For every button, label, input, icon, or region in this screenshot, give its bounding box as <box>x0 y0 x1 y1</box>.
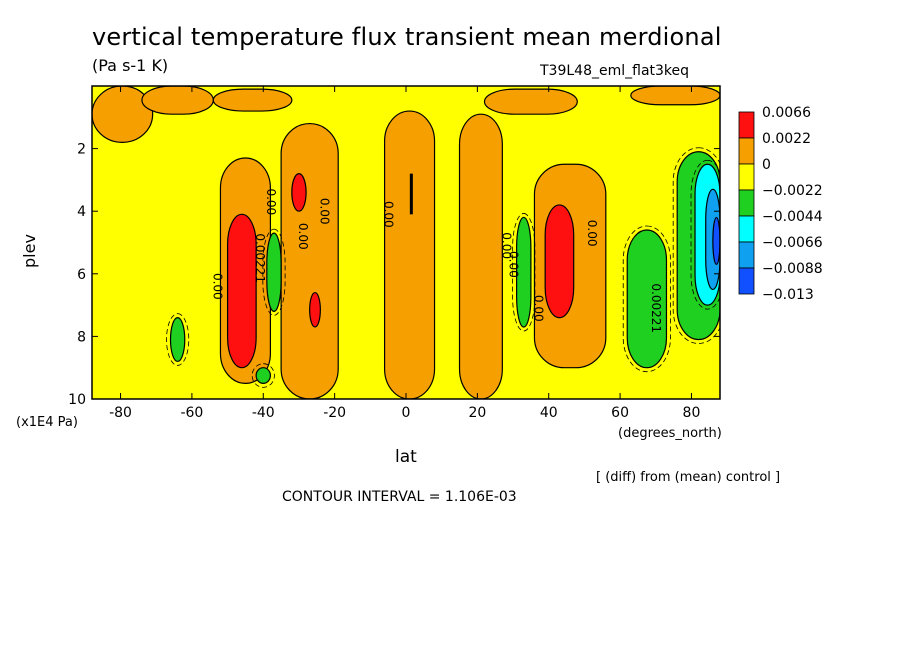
dashed-contour <box>262 228 286 316</box>
y-tick-label: 2 <box>77 142 86 158</box>
region-red <box>309 291 321 328</box>
x-tick-label: -80 <box>109 405 132 421</box>
region-green <box>516 216 532 328</box>
contour-fields <box>92 86 720 399</box>
region-red <box>544 204 575 319</box>
contour-interval: CONTOUR INTERVAL = 1.106E-03 <box>282 489 517 505</box>
x-tick-label: 20 <box>468 405 486 421</box>
x-tick-label: -20 <box>323 405 346 421</box>
legend-swatch <box>738 189 755 217</box>
color-legend: 0.0066 0.0022 0 −0.0022 −0.0044 −0.0066 −0.008… <box>738 105 823 303</box>
region-green <box>626 229 668 369</box>
contour-label: 0.00 <box>585 220 599 247</box>
dashed-contour <box>690 159 720 310</box>
region-orange <box>630 86 720 106</box>
contour-label: 0.00 <box>264 188 278 215</box>
region-green <box>169 317 186 363</box>
dashed-contour <box>512 213 536 332</box>
contour-label: 0.00 <box>499 232 513 259</box>
legend-swatch <box>738 137 755 165</box>
region-orange <box>458 113 503 399</box>
contour-label: 0.00221 <box>649 283 663 333</box>
x-tick-label: 60 <box>611 405 629 421</box>
dashed-contour <box>251 363 275 388</box>
y-tick-label: 10 <box>68 392 86 408</box>
dashed-contour <box>166 313 190 366</box>
chart-title: vertical temperature flux transient mean… <box>92 23 722 51</box>
dashed-contour <box>672 147 720 344</box>
legend-swatch <box>738 111 755 139</box>
footer-note: [ (diff) from (mean) control ] <box>596 470 781 485</box>
region-orange <box>383 110 436 399</box>
dashed-contour <box>622 225 671 373</box>
x-axis-units: (degrees_north) <box>618 426 722 441</box>
legend-label: 0.0066 <box>762 105 811 121</box>
legend-label: −0.013 <box>762 287 814 303</box>
region-red <box>226 213 257 369</box>
region-blue <box>712 216 720 266</box>
y-tick-label: 6 <box>77 267 86 283</box>
region-red <box>291 173 307 212</box>
region-orange <box>212 88 293 112</box>
x-axis-label: lat <box>395 447 417 467</box>
legend-label: −0.0066 <box>762 235 823 251</box>
region-green <box>266 232 282 312</box>
y-axis-units: (x1E4 Pa) <box>16 415 78 430</box>
contour-label: 0.00 <box>506 251 520 278</box>
contour-label: 0.00221 <box>253 233 267 283</box>
contour-label: 0.00 <box>382 201 396 228</box>
legend-label: −0.0088 <box>762 261 823 277</box>
legend-swatch <box>738 241 755 269</box>
region-green <box>255 367 272 384</box>
region-orange <box>92 86 154 143</box>
y-tick-label: 8 <box>77 329 86 345</box>
contour-label: 0.00 <box>531 295 545 322</box>
legend-label: 0 <box>762 157 771 173</box>
x-tick-label: 80 <box>683 405 701 421</box>
x-tick-label: 40 <box>540 405 558 421</box>
region-orange <box>483 88 578 115</box>
region-orange <box>141 86 214 115</box>
x-tick-label: 0 <box>402 405 411 421</box>
legend-swatch <box>738 215 755 243</box>
y-tick-label: 4 <box>77 204 86 220</box>
axes: -80 -60 -40 -20 0 20 40 60 80 2 4 6 8 10 <box>68 86 720 421</box>
legend-label: −0.0022 <box>762 183 823 199</box>
legend-swatch <box>738 163 755 191</box>
contour-label: 0.00 <box>317 198 331 225</box>
run-id: T39L48_eml_flat3keq <box>540 63 690 79</box>
legend-label: −0.0044 <box>762 209 823 225</box>
contour-label: 0.00 <box>210 273 224 300</box>
contour-label: 0.00 <box>296 223 310 250</box>
x-tick-label: -60 <box>180 405 203 421</box>
legend-label: 0.0022 <box>762 131 811 147</box>
region-orange <box>280 122 339 399</box>
legend-swatch <box>738 267 755 295</box>
chart-units: (Pa s-1 K) <box>92 56 169 75</box>
x-tick-label: -40 <box>252 405 275 421</box>
